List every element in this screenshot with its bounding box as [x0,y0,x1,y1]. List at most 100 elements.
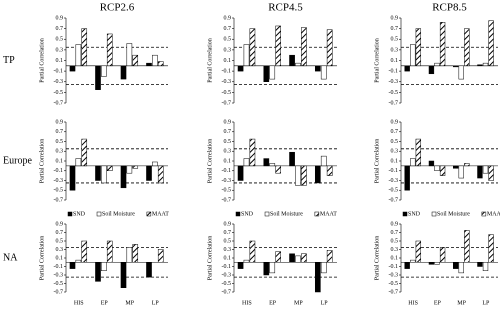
y-tick-label: 0.9 [391,15,399,21]
bar [301,27,307,67]
bar [81,28,88,67]
legend-swatch [264,211,270,217]
column-title: RCP8.5 [432,2,467,14]
bar [289,253,295,263]
y-tick-label: 0.3 [56,149,64,155]
y-tick-label: -0.5 [222,188,232,194]
bar [410,259,416,263]
y-tick-label: -0.3 [54,178,64,184]
bar [439,247,446,263]
bar [320,262,327,274]
bar [249,240,256,263]
bar [237,165,244,181]
y-tick-label: 0.1 [56,58,64,64]
y-tick-label: 0.1 [391,158,399,164]
bar [289,54,295,67]
y-tick-label: -0.5 [389,281,399,287]
y-tick-label: 0.7 [391,230,399,236]
y-tick-label: 0.9 [56,221,64,227]
y-tick-label: -0.1 [389,69,399,75]
y-tick-label: 0.5 [224,238,232,244]
y-tick-label: -0.3 [54,272,64,278]
bar [106,33,113,67]
y-axis-label: Partial Correlation [39,139,45,184]
y-tick-label: 0.5 [56,37,64,43]
y-tick-label: -0.7 [389,100,399,106]
y-tick-label: 0.9 [391,119,399,125]
bar [157,61,164,67]
bar [132,244,139,263]
legend-label: SND [408,211,421,217]
y-tick-label: -0.7 [389,289,399,295]
legend-swatch [314,211,320,217]
bar [464,163,470,167]
y-axis-label: Partial Correlation [39,236,45,281]
bar [482,165,489,174]
y-tick-label: 0.7 [224,129,232,135]
bar [237,65,244,72]
x-tick-label: EP [434,300,442,306]
bar [453,165,459,169]
bar [157,249,164,263]
legend-swatch [146,211,152,217]
y-axis-label: Partial Correlation [374,139,380,184]
bar [269,65,276,80]
y-tick-label: -0.1 [54,264,64,270]
bar [434,165,440,171]
legend-label: Soil Moisture [270,211,303,217]
bar [488,165,494,181]
bar [237,262,244,269]
y-tick-label: 0.9 [391,221,399,227]
y-tick-label: 0.7 [56,26,64,32]
row-label: Europe [3,155,32,166]
y-tick-label: 0.3 [391,247,399,253]
bar [81,138,88,167]
bar [101,165,107,184]
y-tick-label: 0.9 [56,119,64,125]
bar [477,64,483,67]
bar [263,158,270,167]
bar [314,65,321,72]
bar [101,262,107,271]
bar [464,230,470,263]
bar [95,262,101,282]
y-tick-label: 0.5 [224,139,232,145]
bar [488,20,494,67]
bar [69,65,76,72]
bar [120,165,127,189]
y-tick-label: -0.7 [54,289,64,295]
bar [275,165,281,174]
y-tick-label: 0.7 [56,230,64,236]
bar [404,65,410,72]
column-title: RCP2.6 [100,2,135,14]
y-tick-label: -0.5 [389,90,399,96]
y-tick-label: 0.7 [224,230,232,236]
bar [120,262,127,288]
y-tick-label: -0.7 [222,289,232,295]
bar [488,234,494,263]
bar [146,165,152,181]
y-tick-label: -0.5 [54,281,64,287]
bar [243,44,250,67]
bar [95,165,101,181]
y-tick-label: 0.1 [224,158,232,164]
y-axis-label: Partial Correlation [207,38,213,83]
bar [75,259,82,263]
bar [120,65,127,80]
bar [314,262,321,293]
x-tick-label: LP [152,300,160,306]
bar [320,155,327,167]
bar [152,161,158,167]
bar [410,158,416,167]
bar [263,65,270,82]
bar [434,62,440,67]
legend-swatch [431,211,437,217]
y-tick-label: -0.5 [54,188,64,194]
y-tick-label: 0.3 [224,149,232,155]
y-tick-label: -0.1 [222,264,232,270]
y-axis-label: Partial Correlation [207,139,213,184]
x-tick-label: HIS [74,300,84,306]
bar [275,25,281,67]
x-tick-label: LP [321,300,329,306]
legend-label: MAAT [152,211,169,217]
